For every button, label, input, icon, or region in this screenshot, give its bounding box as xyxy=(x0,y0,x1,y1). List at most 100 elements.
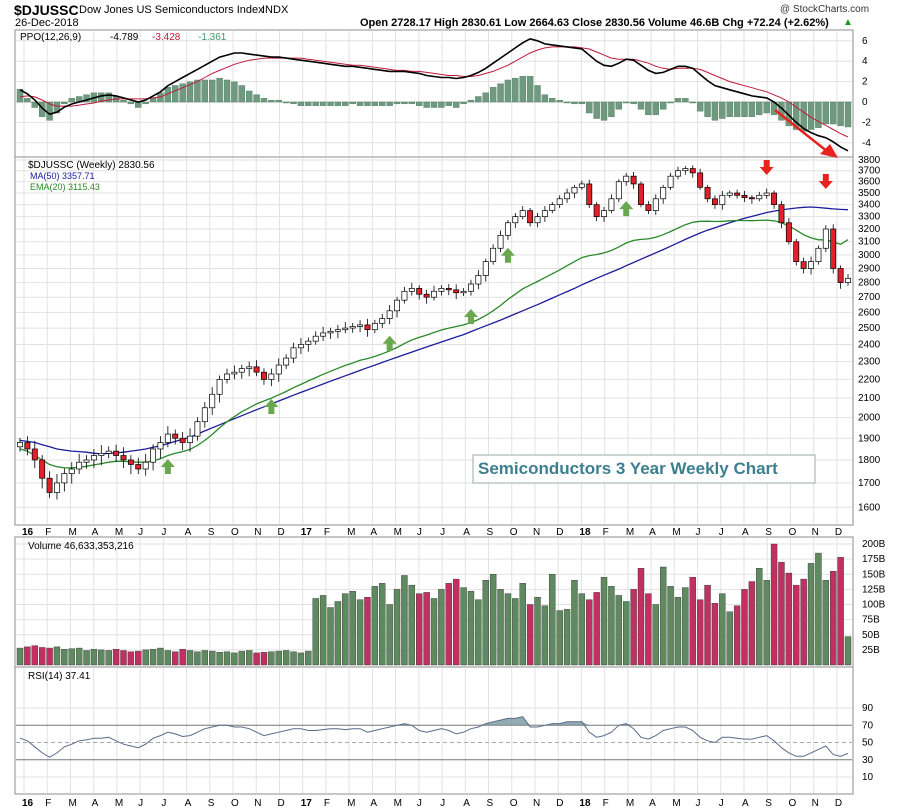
price-tick-label: 1900 xyxy=(858,433,881,444)
volume-bar xyxy=(61,649,68,666)
ppo-histogram-bar xyxy=(504,79,512,103)
candle-up xyxy=(209,393,216,409)
ppo-histogram-bar xyxy=(231,81,238,103)
x-tick-label: J xyxy=(719,527,724,538)
ppo-histogram-bar xyxy=(290,101,297,105)
ppo-histogram-bar xyxy=(667,101,674,104)
volume-bar xyxy=(711,603,719,666)
volume-bar xyxy=(689,577,696,666)
candle-up xyxy=(756,194,763,200)
symbol-title: $DJUSSC xyxy=(14,2,79,18)
ppo-histogram-bar xyxy=(733,101,741,117)
x-tick-label: F xyxy=(45,798,51,809)
x-tick-label: J xyxy=(138,527,143,538)
x-tick-label: 18 xyxy=(579,798,591,809)
ppo-histogram-bar xyxy=(216,77,223,103)
candle-down xyxy=(800,261,807,269)
volume-tick-label: 50B xyxy=(862,630,880,641)
x-tick-label: J xyxy=(161,798,166,809)
price-tick-label: 2200 xyxy=(858,374,881,385)
candle-up xyxy=(808,261,814,269)
ppo-histogram-bar xyxy=(268,99,275,103)
candle-up xyxy=(431,290,437,298)
volume-bar xyxy=(763,580,770,666)
up-arrow-icon xyxy=(463,309,478,325)
ppo-histogram-bar xyxy=(497,83,504,103)
up-arrow-icon xyxy=(160,459,175,475)
candle-up xyxy=(482,261,489,276)
ppo-histogram-bar xyxy=(68,98,75,103)
ppo-histogram-bar xyxy=(556,99,563,103)
ppo-histogram-bar xyxy=(408,101,416,105)
volume-bar xyxy=(201,650,209,666)
ppo-tick-label: -2 xyxy=(862,117,871,128)
volume-bar xyxy=(268,651,275,666)
x-tick-label: J xyxy=(440,527,445,538)
ppo-histogram-bar xyxy=(297,101,305,106)
x-tick-label: M xyxy=(115,527,123,538)
ppo-histogram-bar xyxy=(120,99,127,103)
x-tick-label: A xyxy=(463,798,470,809)
x-tick-label: A xyxy=(742,798,749,809)
volume-bar xyxy=(726,611,733,666)
volume-bar xyxy=(172,651,179,666)
volume-bar xyxy=(452,578,460,666)
watermark[interactable]: @ StockCharts.com xyxy=(780,4,870,15)
candle-down xyxy=(593,204,600,217)
ppo-histogram-bar xyxy=(608,101,615,117)
volume-bar xyxy=(549,574,556,666)
candle-up xyxy=(490,247,497,262)
x-tick-label: J xyxy=(440,798,445,809)
price-tick-label: 3100 xyxy=(858,237,881,248)
quote-up-icon: ▲ xyxy=(843,17,853,28)
volume-bar xyxy=(541,605,549,666)
candle-up xyxy=(512,216,519,224)
price-tick-label: 2300 xyxy=(858,357,881,368)
volume-bar xyxy=(416,593,423,666)
volume-bar xyxy=(401,575,408,666)
volume-bar xyxy=(719,593,726,666)
candle-up xyxy=(682,168,689,172)
x-tick-label: S xyxy=(208,527,215,538)
x-tick-label: M xyxy=(68,527,76,538)
volume-bar xyxy=(704,584,711,666)
rsi-label: RSI(14) 37.41 xyxy=(28,671,91,682)
x-tick-label: M xyxy=(68,798,76,809)
ppo-histogram-bar xyxy=(467,99,475,103)
candle-up xyxy=(541,210,548,217)
candle-down xyxy=(793,241,800,262)
down-arrow-icon xyxy=(759,160,774,176)
ppo-histogram-bar xyxy=(245,90,253,103)
ppo-histogram-bar xyxy=(726,101,733,117)
rsi-tick-label: 50 xyxy=(862,738,874,749)
volume-bar xyxy=(815,552,822,666)
candle-up xyxy=(349,326,356,329)
volume-bar xyxy=(778,561,785,666)
volume-bar xyxy=(770,543,778,666)
x-tick-label: M xyxy=(394,527,402,538)
x-tick-label: 18 xyxy=(579,527,591,538)
x-tick-label: 17 xyxy=(301,527,313,538)
candle-down xyxy=(527,210,534,224)
ppo-histogram-bar xyxy=(623,101,630,104)
candle-up xyxy=(578,183,585,188)
ppo-histogram-bar xyxy=(844,101,852,128)
volume-tick-label: 75B xyxy=(862,615,880,626)
ppo-line xyxy=(19,37,849,152)
candle-up xyxy=(157,442,164,450)
candle-down xyxy=(31,448,38,461)
volume-bar xyxy=(608,586,615,666)
price-tick-label: 3000 xyxy=(858,250,881,261)
candle-up xyxy=(142,461,149,470)
volume-tick-label: 125B xyxy=(862,584,886,595)
candle-up xyxy=(68,468,75,474)
candle-down xyxy=(120,455,127,461)
volume-bar xyxy=(120,650,127,666)
x-tick-label: J xyxy=(417,798,422,809)
volume-bar xyxy=(586,599,593,666)
candle-down xyxy=(127,459,134,465)
candle-down xyxy=(689,168,696,174)
candle-down xyxy=(261,371,267,380)
x-tick-label: D xyxy=(556,527,563,538)
x-tick-label: D xyxy=(556,798,563,809)
